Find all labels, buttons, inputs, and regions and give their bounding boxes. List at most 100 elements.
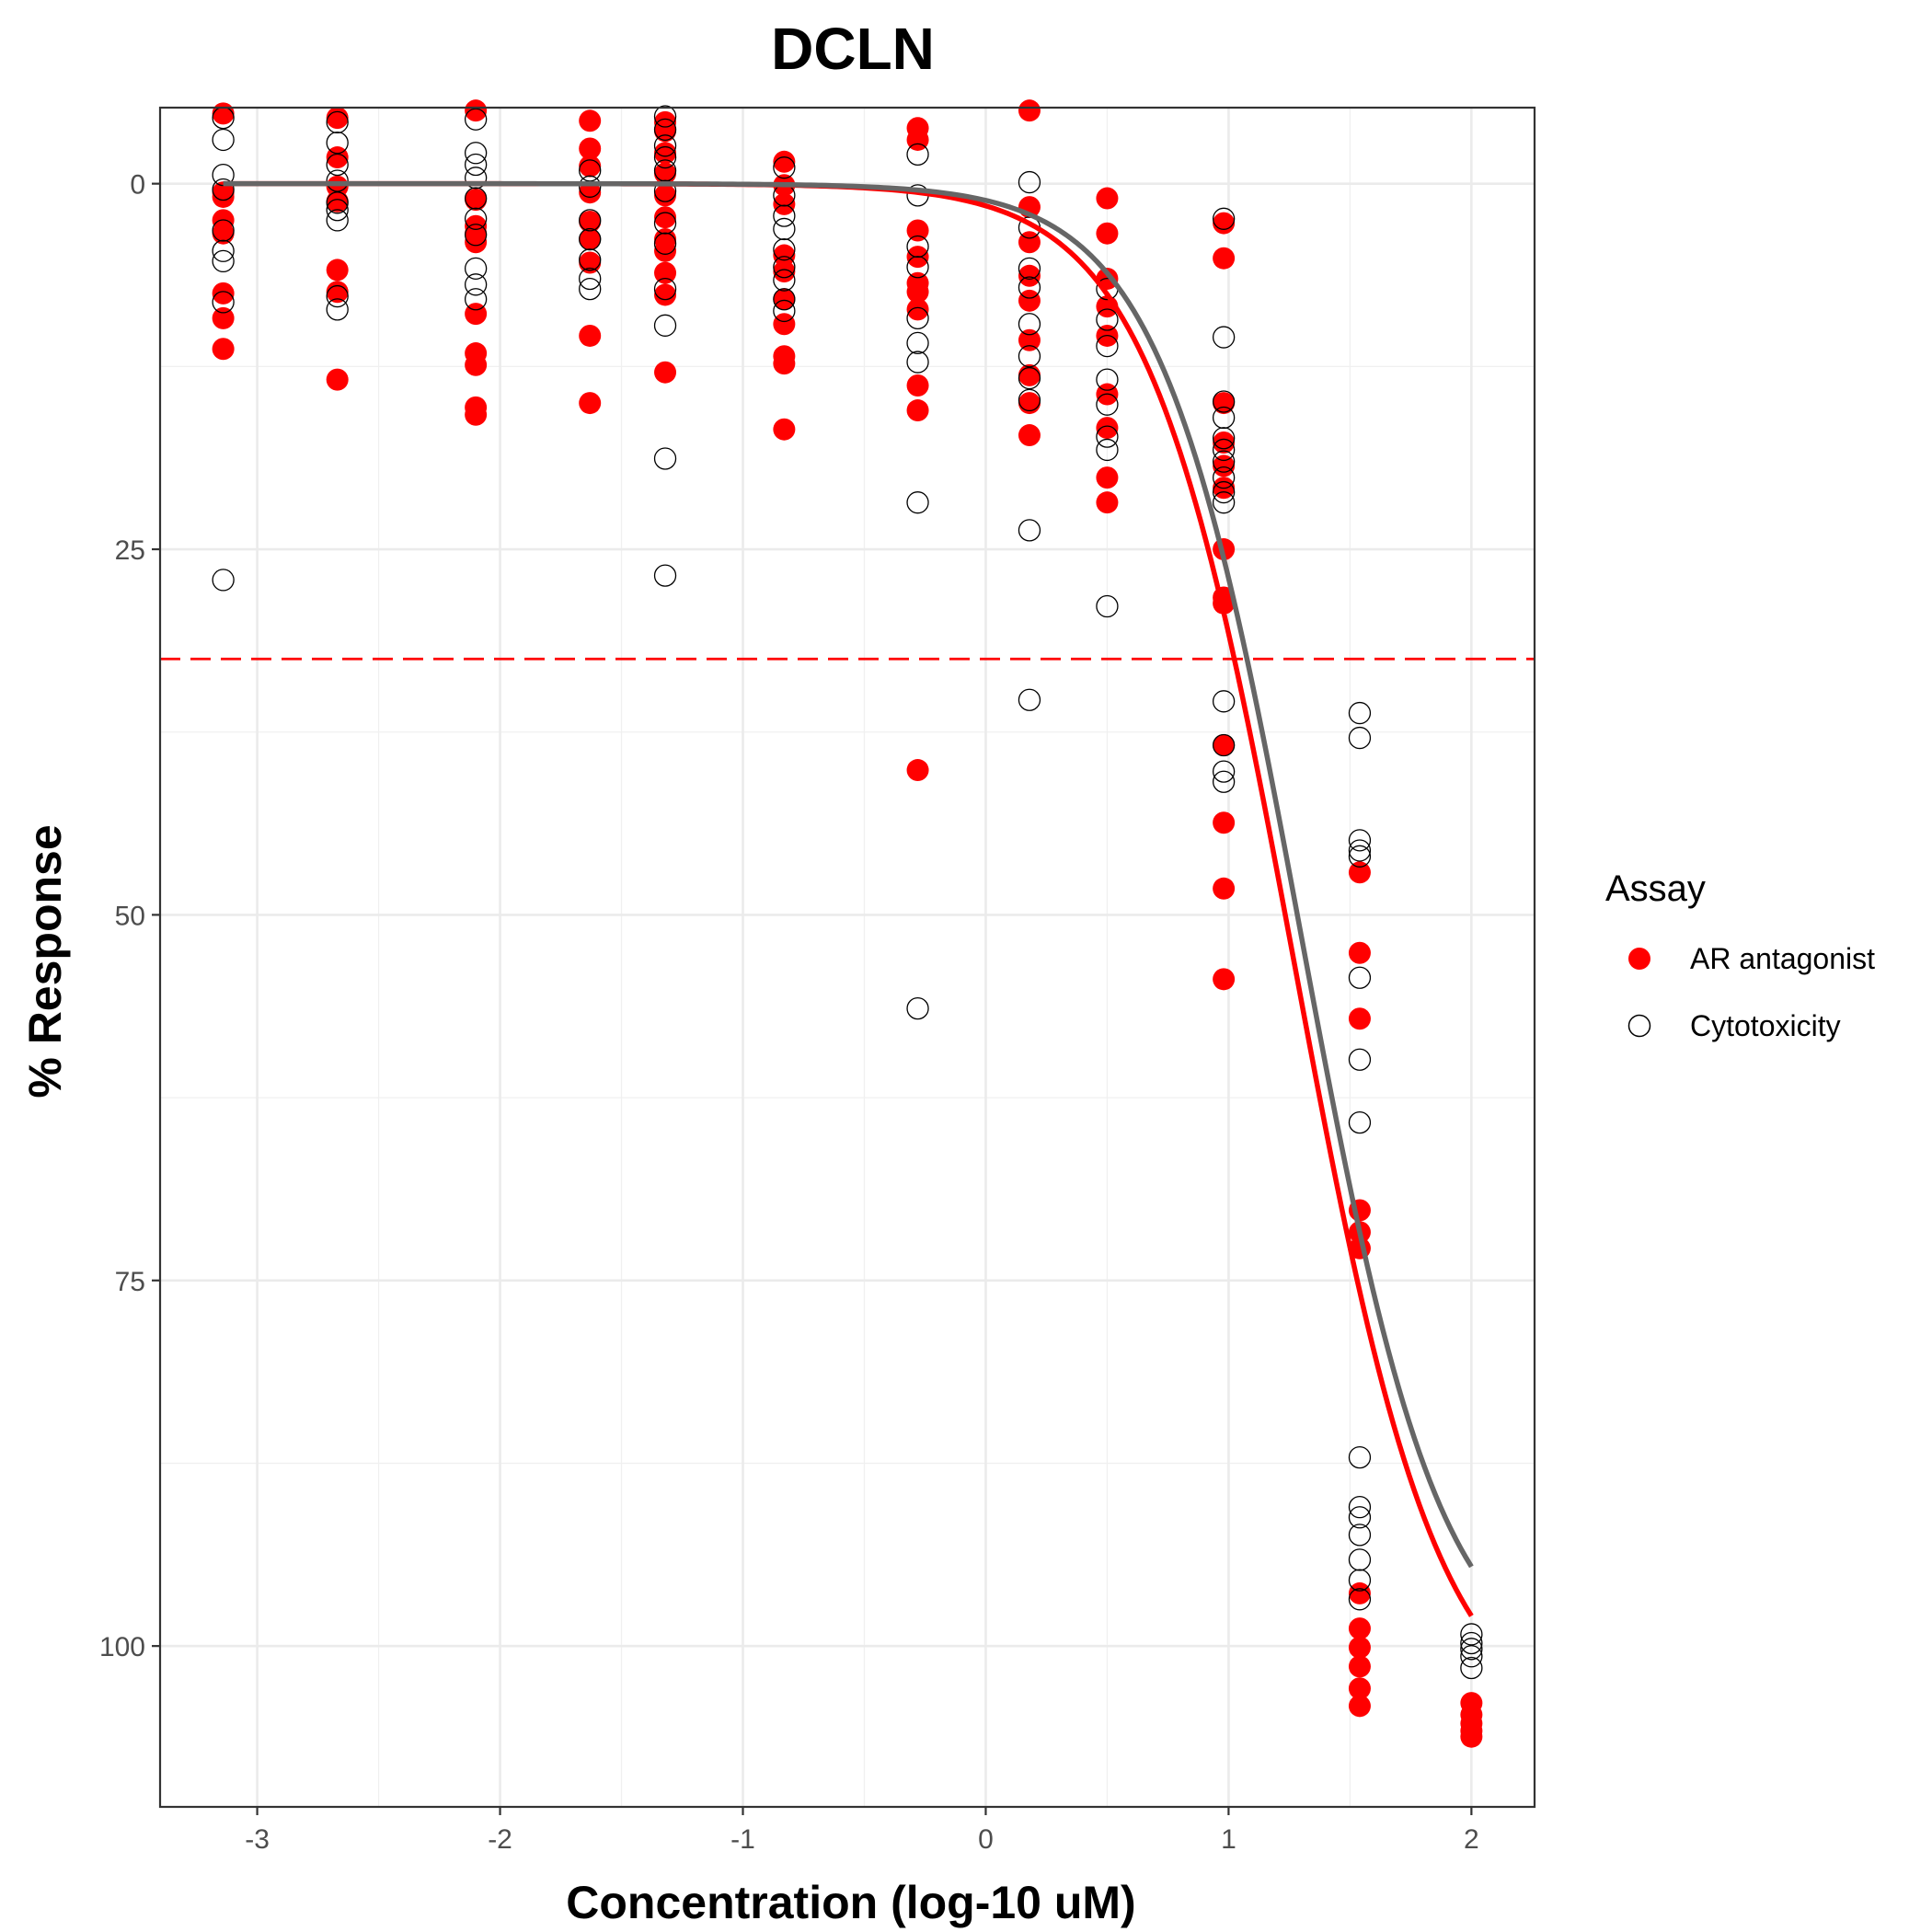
data-point-cytotoxicity	[1096, 594, 1119, 618]
data-point-cytotoxicity	[773, 299, 796, 323]
data-point-ar-antagonist	[1213, 454, 1236, 477]
chart-title: DCLN	[771, 16, 935, 82]
y-tick-label: 0	[130, 170, 145, 201]
data-point-cytotoxicity	[1348, 1110, 1372, 1134]
data-point-cytotoxicity	[1348, 1506, 1372, 1529]
data-point-cytotoxicity	[653, 447, 677, 470]
data-point-cytotoxicity	[773, 256, 796, 279]
data-point-ar-antagonist	[1348, 1617, 1371, 1640]
data-point-ar-antagonist	[1213, 431, 1236, 454]
data-point-ar-antagonist	[465, 231, 488, 254]
data-point-ar-antagonist	[579, 228, 602, 251]
fit-curve-cytotoxicity	[223, 180, 1474, 1569]
x-tick-label: 2	[1464, 1824, 1479, 1855]
data-point-ar-antagonist	[326, 107, 349, 130]
data-point-cytotoxicity	[906, 351, 929, 374]
y-tick-label: 25	[115, 535, 145, 566]
data-point-ar-antagonist	[1348, 1655, 1371, 1678]
data-point-cytotoxicity	[1212, 690, 1236, 713]
data-point-cytotoxicity	[1348, 1048, 1372, 1071]
data-point-ar-antagonist	[212, 102, 235, 125]
data-point-ar-antagonist	[773, 192, 796, 215]
data-point-ar-antagonist	[1096, 222, 1119, 245]
legend-title: Assay	[1605, 868, 1706, 909]
data-point-cytotoxicity	[653, 232, 677, 255]
data-point-ar-antagonist	[1018, 424, 1041, 447]
data-point-cytotoxicity	[579, 209, 602, 232]
data-point-ar-antagonist	[1018, 99, 1041, 122]
data-point-ar-antagonist	[579, 324, 602, 347]
data-point-cytotoxicity	[1348, 726, 1372, 750]
x-tick-label: -1	[730, 1824, 755, 1855]
data-point-cytotoxicity	[1212, 491, 1236, 514]
data-point-ar-antagonist	[1348, 1581, 1371, 1604]
data-point-ar-antagonist	[212, 338, 235, 361]
data-point-ar-antagonist	[326, 259, 349, 282]
data-point-cytotoxicity	[212, 128, 235, 152]
legend-marker-ar-antagonist	[1628, 948, 1650, 970]
x-tick-label: -2	[488, 1824, 512, 1855]
data-point-cytotoxicity	[212, 163, 235, 187]
data-point-cytotoxicity	[1348, 1524, 1372, 1547]
data-point-cytotoxicity	[1348, 966, 1372, 989]
data-point-cytotoxicity	[1018, 257, 1041, 280]
grid-lines	[160, 108, 1535, 1807]
data-point-cytotoxicity	[1096, 308, 1119, 331]
data-point-ar-antagonist	[1213, 247, 1236, 270]
data-point-ar-antagonist	[465, 353, 488, 376]
data-point-cytotoxicity	[1460, 1623, 1483, 1646]
data-point-ar-antagonist	[326, 190, 349, 213]
data-point-cytotoxicity	[579, 248, 602, 271]
data-point-cytotoxicity	[1212, 480, 1236, 504]
data-point-cytotoxicity	[464, 207, 488, 230]
data-point-cytotoxicity	[906, 996, 929, 1020]
data-point-cytotoxicity	[1348, 845, 1372, 868]
legend-label-cytotoxicity: Cytotoxicity	[1690, 1009, 1841, 1042]
data-point-cytotoxicity	[1018, 688, 1041, 711]
data-point-ar-antagonist	[579, 210, 602, 233]
data-point-cytotoxicity	[1460, 1656, 1483, 1680]
data-point-cytotoxicity	[579, 267, 602, 291]
data-point-ar-antagonist	[906, 374, 929, 397]
data-point-cytotoxicity	[1096, 368, 1119, 391]
data-point-ar-antagonist	[1348, 1636, 1371, 1659]
data-point-ar-antagonist	[579, 392, 602, 415]
data-point-cytotoxicity	[1096, 438, 1119, 462]
data-point-cytotoxicity	[1018, 366, 1041, 390]
data-point-cytotoxicity	[326, 298, 349, 321]
data-point-cytotoxicity	[773, 238, 796, 261]
data-point-cytotoxicity	[1212, 207, 1236, 230]
x-tick-label: 1	[1221, 1824, 1236, 1855]
data-point-cytotoxicity	[464, 187, 488, 210]
data-point-ar-antagonist	[1348, 941, 1371, 964]
data-point-ar-antagonist	[1213, 968, 1236, 991]
data-point-cytotoxicity	[653, 277, 677, 301]
data-point-cytotoxicity	[773, 217, 796, 241]
data-point-ar-antagonist	[773, 150, 796, 173]
data-point-cytotoxicity	[212, 291, 235, 314]
data-point-cytotoxicity	[1096, 334, 1119, 358]
data-point-cytotoxicity	[773, 204, 796, 227]
data-point-cytotoxicity	[464, 288, 488, 311]
data-point-cytotoxicity	[653, 134, 677, 157]
data-point-ar-antagonist	[773, 313, 796, 336]
x-tick-label: 0	[978, 1824, 994, 1855]
data-point-cytotoxicity	[1018, 170, 1041, 194]
data-point-ar-antagonist	[1018, 328, 1041, 351]
data-point-ar-antagonist	[654, 261, 677, 284]
data-point-cytotoxicity	[326, 153, 349, 177]
data-point-ar-antagonist	[1096, 491, 1119, 514]
data-point-cytotoxicity	[1096, 425, 1119, 448]
data-point-cytotoxicity	[906, 143, 929, 167]
data-point-ar-antagonist	[1096, 417, 1119, 440]
y-tick-label: 100	[99, 1632, 145, 1662]
data-point-cytotoxicity	[212, 178, 235, 201]
data-point-cytotoxicity	[906, 491, 929, 514]
data-point-cytotoxicity	[1212, 390, 1236, 413]
data-point-ar-antagonist	[465, 403, 488, 426]
legend: Assay AR antagonist Cytotoxicity	[1605, 868, 1875, 1042]
data-point-ar-antagonist	[654, 283, 677, 306]
data-point-ar-antagonist	[326, 368, 349, 391]
